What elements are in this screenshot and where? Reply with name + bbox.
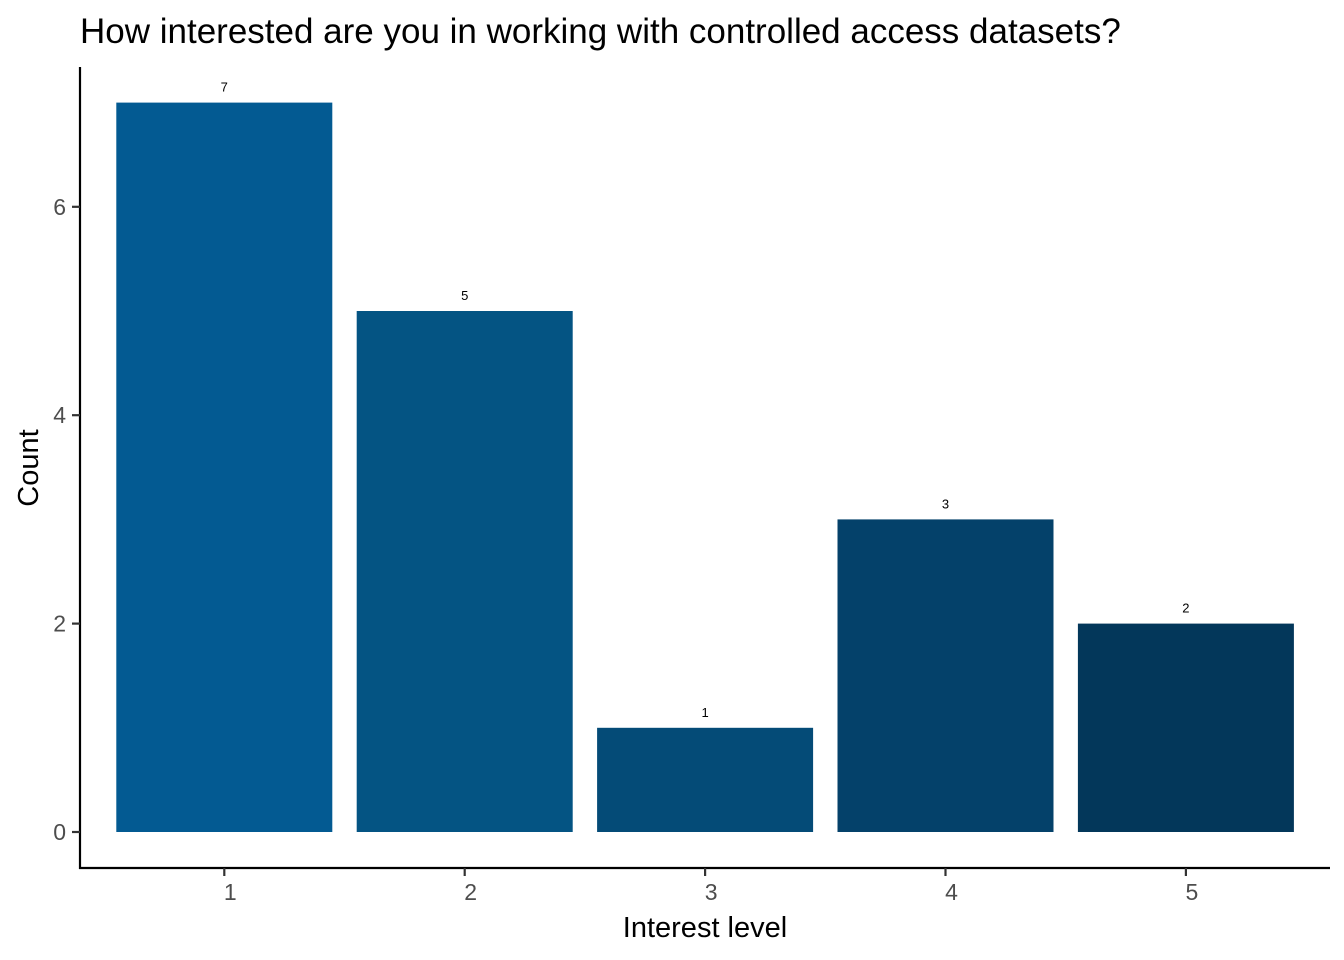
x-tick-label-4: 4	[945, 879, 958, 905]
y-tick-label-0: 0	[53, 819, 66, 845]
y-tick-label-2: 2	[53, 611, 66, 637]
data-label-3: 1	[701, 705, 708, 720]
x-axis-label: Interest level	[623, 912, 787, 944]
bar-3	[597, 727, 814, 832]
bars-group	[116, 102, 1294, 833]
y-axis-label: Count	[13, 429, 45, 506]
bar-5	[1077, 623, 1294, 832]
bar-2	[356, 311, 573, 832]
y-tick-label-6: 6	[53, 194, 66, 220]
x-tick-label-3: 3	[705, 879, 718, 905]
x-ticks-group: 1 2 3 4 5	[223, 868, 1199, 905]
data-label-5: 2	[1182, 601, 1189, 616]
data-label-1: 7	[221, 80, 228, 95]
bar-4	[837, 519, 1054, 832]
bar-1	[116, 102, 333, 833]
data-label-2: 5	[461, 288, 468, 303]
data-label-4: 3	[942, 496, 949, 511]
y-ticks-group: 0 2 4 6	[53, 194, 80, 845]
x-tick-label-5: 5	[1186, 879, 1199, 905]
x-tick-label-1: 1	[224, 879, 237, 905]
x-tick-label-2: 2	[464, 879, 477, 905]
data-labels-group: 7 5 1 3 2	[221, 80, 1190, 720]
chart-title: How interested are you in working with c…	[80, 12, 1121, 51]
y-tick-label-4: 4	[53, 402, 66, 428]
